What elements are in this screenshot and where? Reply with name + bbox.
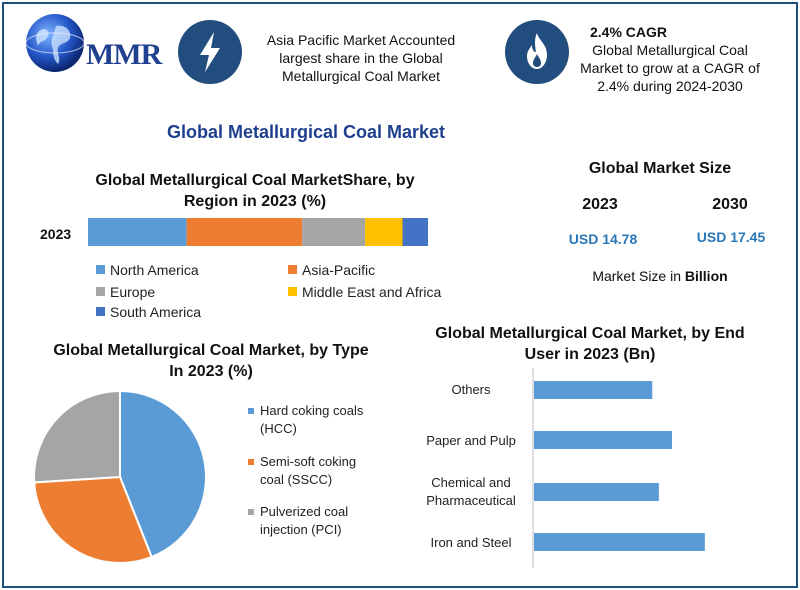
legend-asia-pacific: Asia-Pacific [288,261,375,279]
end-user-bar-chart [532,368,705,568]
legend-label-south-america: South America [110,304,202,320]
legend-swatch-north-america [96,265,105,274]
pie-slice-pulverized-coal-injection-pci [33,389,121,484]
logo-text: MMR [86,38,162,71]
legend-north-america: North America [96,261,199,279]
region-bar-segment-south-america [402,218,428,246]
flame-icon [527,33,547,69]
callout-text-1: Asia Pacific Market Accounted largest sh… [266,32,456,84]
pie-legend-swatch-hcc [248,408,254,414]
legend-label-europe: Europe [110,284,156,300]
market-size-value-2030: USD 17.45 [696,229,766,245]
end-user-label-chemical: Chemical and Pharmaceutical [426,475,516,508]
end-user-label-paper-pulp: Paper and Pulp [426,433,516,448]
pie-legend-swatch-sscc [248,459,254,465]
region-bar-category-label: 2023 [40,226,72,242]
legend-swatch-mea [288,287,297,296]
end-user-label-iron-steel: Iron and Steel [430,535,512,550]
pie-legend-label-pci: Pulverized coal injection (PCI) [260,504,349,537]
cagr-title: 2.4% CAGR [590,24,668,40]
market-size-unit-note: Market Size in Billion [560,268,760,284]
legend-south-america: South America [96,303,201,321]
market-size-title: Global Market Size [588,160,732,177]
end-user-bar-others [534,381,653,399]
region-bar-segment-europe [302,218,366,246]
region-bar-segment-middle-east-and-africa [365,218,403,246]
legend-swatch-europe [96,287,105,296]
callout-icon-circle-2 [505,20,569,84]
legend-label-mea: Middle East and Africa [302,284,442,300]
pie-legend-label-sscc: Semi-soft coking coal (SSCC) [260,454,357,487]
pie-slice-hard-coking-coals-hcc [119,389,207,559]
callout-icon-circle-1 [178,20,242,84]
legend-swatch-asia-pacific [288,265,297,274]
legend-mea: Middle East and Africa [288,283,441,301]
end-user-bar-paper-and-pulp [534,431,672,449]
region-bar-segment-asia-pacific [186,218,303,246]
end-user-bar-iron-and-steel [534,533,705,551]
globe-icon [25,14,85,72]
lightning-bolt-icon [200,32,220,72]
region-chart-title: Global Metallurgical Coal MarketShare, b… [95,172,415,210]
market-size-year-2023: 2023 [582,196,618,213]
region-stacked-bar [88,218,428,246]
type-pie-chart [33,389,207,564]
logo: MMR [18,8,168,78]
market-size-unit-prefix: Market Size in [592,268,682,284]
callout-text-2: Global Metallurgical Coal Market to grow… [580,42,760,94]
end-user-label-others: Others [451,382,491,397]
pie-legend-label-hcc: Hard coking coals (HCC) [260,403,364,436]
end-user-chart-title: Global Metallurgical Coal Market, by End… [435,325,745,363]
legend-europe: Europe [96,283,155,301]
market-size-unit-bold: Billion [684,268,728,284]
legend-swatch-south-america [96,307,105,316]
pie-legend-pci: Pulverized coal injection (PCI) [248,503,378,539]
market-size-value-2023: USD 14.78 [568,231,638,247]
type-chart-title: Global Metallurgical Coal Market, by Typ… [53,342,369,380]
legend-label-north-america: North America [110,262,199,278]
legend-label-asia-pacific: Asia-Pacific [302,262,376,278]
pie-slice-semi-soft-coking-coal-sscc [33,475,153,564]
pie-legend-hcc: Hard coking coals (HCC) [248,402,378,438]
region-bar-segment-north-america [88,218,187,246]
market-size-year-2030: 2030 [712,196,748,213]
pie-legend-sscc: Semi-soft coking coal (SSCC) [248,453,378,489]
pie-legend-swatch-pci [248,509,254,515]
end-user-bar-chemical-and-pharmaceutical [534,483,659,501]
main-title: Global Metallurgical Coal Market [166,122,446,142]
